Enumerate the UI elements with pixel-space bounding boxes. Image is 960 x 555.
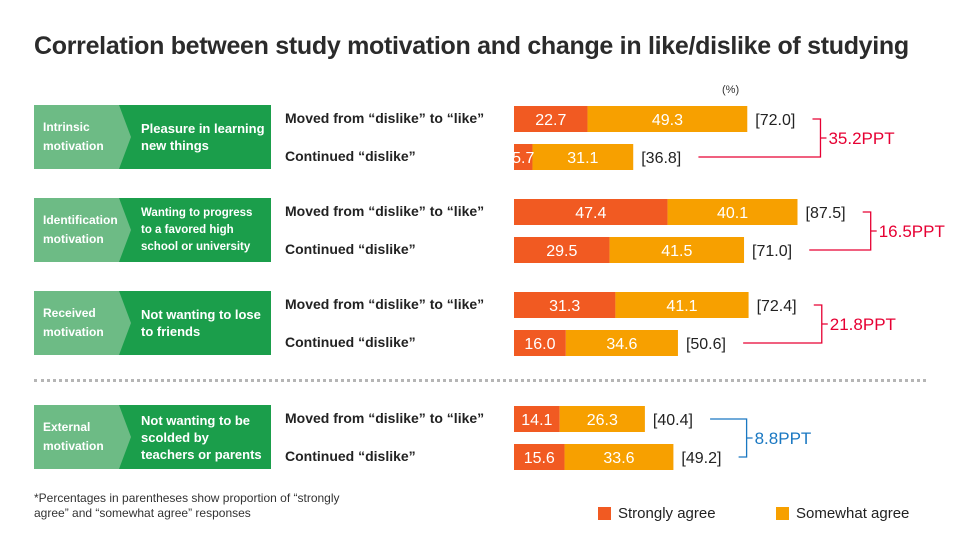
total-label: [40.4] bbox=[653, 412, 693, 429]
data-label-somewhat: 34.6 bbox=[606, 336, 637, 353]
bar-somewhat bbox=[565, 330, 678, 356]
group-identification: Identification motivation Wanting to pro… bbox=[0, 198, 960, 268]
footnote: *Percentages in parentheses show proport… bbox=[34, 491, 340, 520]
motivation-description: Not wanting to be scolded by teachers or… bbox=[119, 405, 271, 469]
data-label-strongly: 15.6 bbox=[524, 450, 555, 467]
difference-label: 35.2PPT bbox=[828, 129, 894, 148]
data-label-somewhat: 49.3 bbox=[652, 112, 683, 129]
row-label-continued: Continued “dislike” bbox=[285, 241, 416, 257]
divider-line bbox=[34, 379, 926, 382]
data-label-strongly: 14.1 bbox=[521, 412, 552, 429]
chart-title: Correlation between study motivation and… bbox=[34, 32, 909, 60]
group-external: External motivation Not wanting to be sc… bbox=[0, 405, 960, 475]
bar-somewhat bbox=[564, 444, 674, 470]
data-label-strongly: 16.0 bbox=[524, 336, 555, 353]
data-label-strongly: 31.3 bbox=[549, 298, 580, 315]
total-label: [36.8] bbox=[641, 150, 681, 167]
total-label: [49.2] bbox=[681, 450, 721, 467]
difference-bracket bbox=[710, 418, 753, 458]
arrow-icon bbox=[119, 291, 131, 355]
unit-label: (%) bbox=[722, 84, 740, 96]
motivation-label: Intrinsic motivation bbox=[34, 105, 129, 169]
difference-bracket bbox=[809, 211, 877, 251]
bar-somewhat bbox=[559, 406, 645, 432]
bar-strongly bbox=[514, 406, 560, 432]
motivation-description: Wanting to progress to a favored high sc… bbox=[119, 198, 271, 262]
bar-strongly bbox=[514, 106, 588, 132]
bar-strongly bbox=[514, 292, 616, 318]
motivation-description: Pleasure in learning new things bbox=[119, 105, 271, 169]
data-label-somewhat: 41.1 bbox=[666, 298, 697, 315]
bar-strongly bbox=[514, 444, 565, 470]
row-label-moved: Moved from “dislike” to “like” bbox=[285, 410, 485, 426]
bar-strongly bbox=[514, 237, 610, 263]
motivation-label: Received motivation bbox=[34, 291, 129, 355]
data-label-strongly: 22.7 bbox=[535, 112, 566, 129]
total-label: [72.4] bbox=[757, 298, 797, 315]
data-label-somewhat: 26.3 bbox=[587, 412, 618, 429]
legend-swatch-strongly bbox=[598, 507, 611, 520]
row-label-moved: Moved from “dislike” to “like” bbox=[285, 110, 485, 126]
motivation-description: Not wanting to lose to friends bbox=[119, 291, 271, 355]
motivation-label: Identification motivation bbox=[34, 198, 129, 262]
bar-strongly bbox=[514, 144, 533, 170]
motivation-label: External motivation bbox=[34, 405, 129, 469]
data-label-somewhat: 40.1 bbox=[717, 205, 748, 222]
legend-label-somewhat: Somewhat agree bbox=[796, 505, 910, 522]
data-label-strongly: 29.5 bbox=[546, 243, 577, 260]
difference-bracket bbox=[743, 304, 828, 344]
bar-somewhat bbox=[609, 237, 745, 263]
data-label-somewhat: 41.5 bbox=[661, 243, 692, 260]
arrow-icon bbox=[119, 105, 131, 169]
group-received: Received motivation Not wanting to lose … bbox=[0, 291, 960, 361]
bar-somewhat bbox=[615, 292, 749, 318]
data-label-somewhat: 33.6 bbox=[603, 450, 634, 467]
arrow-icon bbox=[119, 405, 131, 469]
difference-label: 8.8PPT bbox=[755, 429, 812, 448]
arrow-icon bbox=[119, 198, 131, 262]
difference-label: 16.5PPT bbox=[879, 222, 945, 241]
bar-strongly bbox=[514, 199, 668, 225]
total-label: [87.5] bbox=[806, 205, 846, 222]
total-label: [72.0] bbox=[755, 112, 795, 129]
legend-somewhat: Somewhat agree bbox=[776, 505, 909, 522]
row-label-continued: Continued “dislike” bbox=[285, 148, 416, 164]
total-label: [50.6] bbox=[686, 336, 726, 353]
row-label-continued: Continued “dislike” bbox=[285, 334, 416, 350]
bar-somewhat bbox=[587, 106, 748, 132]
legend-label-strongly: Strongly agree bbox=[618, 505, 716, 522]
row-label-moved: Moved from “dislike” to “like” bbox=[285, 296, 485, 312]
row-label-moved: Moved from “dislike” to “like” bbox=[285, 203, 485, 219]
data-label-somewhat: 31.1 bbox=[567, 150, 598, 167]
bar-somewhat bbox=[532, 144, 634, 170]
bar-strongly bbox=[514, 330, 566, 356]
difference-label: 21.8PPT bbox=[830, 315, 896, 334]
row-label-continued: Continued “dislike” bbox=[285, 448, 416, 464]
data-label-strongly: 47.4 bbox=[575, 205, 606, 222]
data-label-strongly: 5.7 bbox=[512, 150, 534, 167]
difference-bracket bbox=[698, 118, 827, 158]
bar-somewhat bbox=[667, 199, 798, 225]
legend-swatch-somewhat bbox=[776, 507, 789, 520]
total-label: [71.0] bbox=[752, 243, 792, 260]
group-intrinsic: Intrinsic motivation Pleasure in learnin… bbox=[0, 105, 960, 175]
legend-strongly: Strongly agree bbox=[598, 505, 716, 522]
